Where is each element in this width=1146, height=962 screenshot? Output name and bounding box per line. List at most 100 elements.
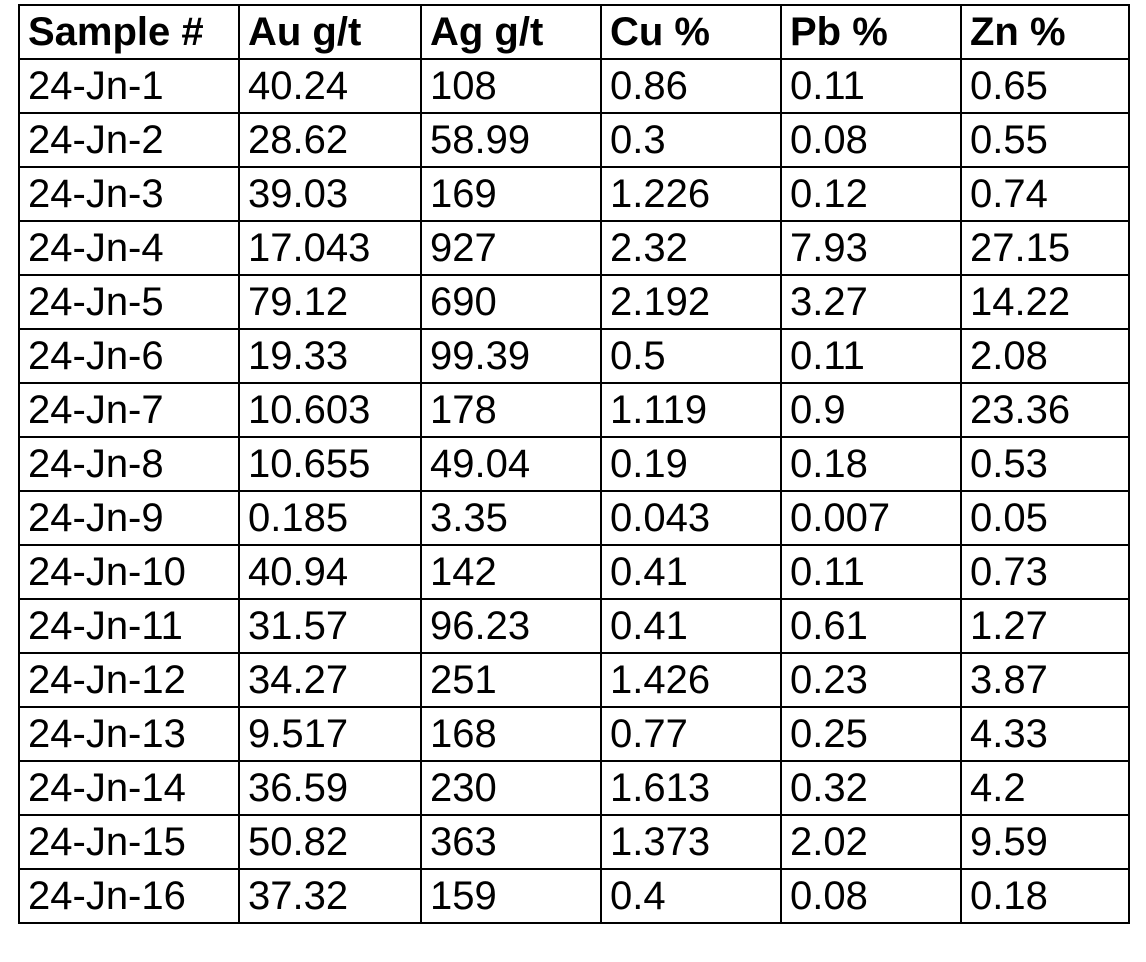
header-cell: Pb %	[780, 4, 962, 60]
assay-table: Sample # Au g/t Ag g/t Cu % Pb % Zn % 24-Jn-1…	[18, 4, 1130, 924]
value-cell: 0.9	[780, 382, 962, 438]
value-cell: 0.5	[600, 328, 782, 384]
value-cell: 17.043	[238, 220, 422, 276]
sample-cell: 24-Jn-8	[18, 436, 240, 492]
value-cell: 3.87	[960, 652, 1130, 708]
sample-cell: 24-Jn-15	[18, 814, 240, 870]
sample-cell: 24-Jn-13	[18, 706, 240, 762]
value-cell: 0.043	[600, 490, 782, 546]
value-cell: 0.23	[780, 652, 962, 708]
value-cell: 40.94	[238, 544, 422, 600]
value-cell: 0.73	[960, 544, 1130, 600]
data-row: 24-Jn-16 37.32 159 0.4 0.08 0.18	[18, 868, 1130, 924]
sample-cell: 24-Jn-7	[18, 382, 240, 438]
value-cell: 3.35	[420, 490, 602, 546]
value-cell: 0.3	[600, 112, 782, 168]
data-row: 24-Jn-14 36.59 230 1.613 0.32 4.2	[18, 760, 1130, 816]
header-cell: Au g/t	[238, 4, 422, 60]
value-cell: 99.39	[420, 328, 602, 384]
header-row: Sample # Au g/t Ag g/t Cu % Pb % Zn %	[18, 4, 1130, 60]
value-cell: 178	[420, 382, 602, 438]
value-cell: 28.62	[238, 112, 422, 168]
value-cell: 0.4	[600, 868, 782, 924]
value-cell: 9.59	[960, 814, 1130, 870]
value-cell: 0.77	[600, 706, 782, 762]
value-cell: 1.373	[600, 814, 782, 870]
value-cell: 1.27	[960, 598, 1130, 654]
sample-cell: 24-Jn-2	[18, 112, 240, 168]
value-cell: 0.41	[600, 544, 782, 600]
value-cell: 0.007	[780, 490, 962, 546]
value-cell: 58.99	[420, 112, 602, 168]
value-cell: 230	[420, 760, 602, 816]
value-cell: 1.426	[600, 652, 782, 708]
sample-cell: 24-Jn-1	[18, 58, 240, 114]
value-cell: 10.603	[238, 382, 422, 438]
value-cell: 0.185	[238, 490, 422, 546]
value-cell: 7.93	[780, 220, 962, 276]
value-cell: 39.03	[238, 166, 422, 222]
value-cell: 0.11	[780, 544, 962, 600]
header-cell: Cu %	[600, 4, 782, 60]
sample-cell: 24-Jn-6	[18, 328, 240, 384]
value-cell: 10.655	[238, 436, 422, 492]
data-row: 24-Jn-11 31.57 96.23 0.41 0.61 1.27	[18, 598, 1130, 654]
data-row: 24-Jn-10 40.94 142 0.41 0.11 0.73	[18, 544, 1130, 600]
value-cell: 0.11	[780, 58, 962, 114]
value-cell: 108	[420, 58, 602, 114]
sample-cell: 24-Jn-11	[18, 598, 240, 654]
value-cell: 2.192	[600, 274, 782, 330]
value-cell: 0.05	[960, 490, 1130, 546]
value-cell: 168	[420, 706, 602, 762]
value-cell: 1.226	[600, 166, 782, 222]
value-cell: 0.25	[780, 706, 962, 762]
value-cell: 79.12	[238, 274, 422, 330]
header-cell: Sample #	[18, 4, 240, 60]
value-cell: 23.36	[960, 382, 1130, 438]
value-cell: 27.15	[960, 220, 1130, 276]
data-row: 24-Jn-7 10.603 178 1.119 0.9 23.36	[18, 382, 1130, 438]
sample-cell: 24-Jn-10	[18, 544, 240, 600]
value-cell: 31.57	[238, 598, 422, 654]
header-cell: Zn %	[960, 4, 1130, 60]
value-cell: 2.02	[780, 814, 962, 870]
value-cell: 0.08	[780, 112, 962, 168]
data-row: 24-Jn-9 0.185 3.35 0.043 0.007 0.05	[18, 490, 1130, 546]
value-cell: 50.82	[238, 814, 422, 870]
value-cell: 0.53	[960, 436, 1130, 492]
value-cell: 0.12	[780, 166, 962, 222]
value-cell: 1.613	[600, 760, 782, 816]
value-cell: 34.27	[238, 652, 422, 708]
data-row: 24-Jn-13 9.517 168 0.77 0.25 4.33	[18, 706, 1130, 762]
value-cell: 96.23	[420, 598, 602, 654]
value-cell: 9.517	[238, 706, 422, 762]
value-cell: 159	[420, 868, 602, 924]
data-row: 24-Jn-3 39.03 169 1.226 0.12 0.74	[18, 166, 1130, 222]
sample-cell: 24-Jn-14	[18, 760, 240, 816]
value-cell: 0.18	[780, 436, 962, 492]
value-cell: 927	[420, 220, 602, 276]
data-row: 24-Jn-5 79.12 690 2.192 3.27 14.22	[18, 274, 1130, 330]
data-row: 24-Jn-1 40.24 108 0.86 0.11 0.65	[18, 58, 1130, 114]
data-row: 24-Jn-2 28.62 58.99 0.3 0.08 0.55	[18, 112, 1130, 168]
value-cell: 169	[420, 166, 602, 222]
value-cell: 0.74	[960, 166, 1130, 222]
value-cell: 49.04	[420, 436, 602, 492]
sample-cell: 24-Jn-12	[18, 652, 240, 708]
data-row: 24-Jn-15 50.82 363 1.373 2.02 9.59	[18, 814, 1130, 870]
value-cell: 0.86	[600, 58, 782, 114]
value-cell: 0.11	[780, 328, 962, 384]
value-cell: 363	[420, 814, 602, 870]
value-cell: 142	[420, 544, 602, 600]
value-cell: 14.22	[960, 274, 1130, 330]
value-cell: 0.55	[960, 112, 1130, 168]
value-cell: 0.32	[780, 760, 962, 816]
sample-cell: 24-Jn-9	[18, 490, 240, 546]
data-row: 24-Jn-6 19.33 99.39 0.5 0.11 2.08	[18, 328, 1130, 384]
data-row: 24-Jn-4 17.043 927 2.32 7.93 27.15	[18, 220, 1130, 276]
sample-cell: 24-Jn-4	[18, 220, 240, 276]
header-cell: Ag g/t	[420, 4, 602, 60]
value-cell: 2.32	[600, 220, 782, 276]
value-cell: 0.19	[600, 436, 782, 492]
value-cell: 2.08	[960, 328, 1130, 384]
